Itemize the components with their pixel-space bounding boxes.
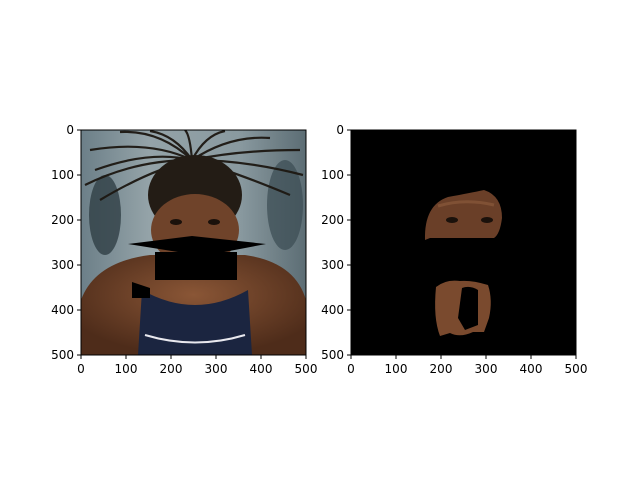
- left-x-tick-label: 300: [205, 362, 228, 376]
- left-y-tick-label: 0: [66, 123, 74, 137]
- right-x-tick-label: 0: [347, 362, 355, 376]
- right-axes-frame: [350, 129, 577, 356]
- right-x-tick-label: 500: [565, 362, 588, 376]
- left-y-tick-label: 500: [51, 348, 74, 362]
- left-x-tick-label: 0: [77, 362, 85, 376]
- right-x-tick-label: 300: [475, 362, 498, 376]
- left-x-tick-label: 100: [115, 362, 138, 376]
- left-y-tick-label: 100: [51, 168, 74, 182]
- left-x-tick-label: 400: [250, 362, 273, 376]
- left-y-tick-label: 200: [51, 213, 74, 227]
- right-x-tick-label: 400: [520, 362, 543, 376]
- left-x-tick-label: 200: [160, 362, 183, 376]
- segmentation-mask: [351, 130, 576, 355]
- right-y-tick-label: 100: [321, 168, 344, 182]
- right-y-tick-label: 200: [321, 213, 344, 227]
- right-x-tick-label: 100: [385, 362, 408, 376]
- left-y-tick-label: 300: [51, 258, 74, 272]
- left-y-tick-label: 400: [51, 303, 74, 317]
- athlete-photo: [81, 130, 306, 355]
- right-y-tick-label: 400: [321, 303, 344, 317]
- right-x-tick-label: 200: [430, 362, 453, 376]
- left-x-tick-label: 500: [295, 362, 318, 376]
- right-y-tick-label: 0: [336, 123, 344, 137]
- right-y-tick-label: 500: [321, 348, 344, 362]
- left-axes-frame: [80, 129, 307, 356]
- right-y-tick-label: 300: [321, 258, 344, 272]
